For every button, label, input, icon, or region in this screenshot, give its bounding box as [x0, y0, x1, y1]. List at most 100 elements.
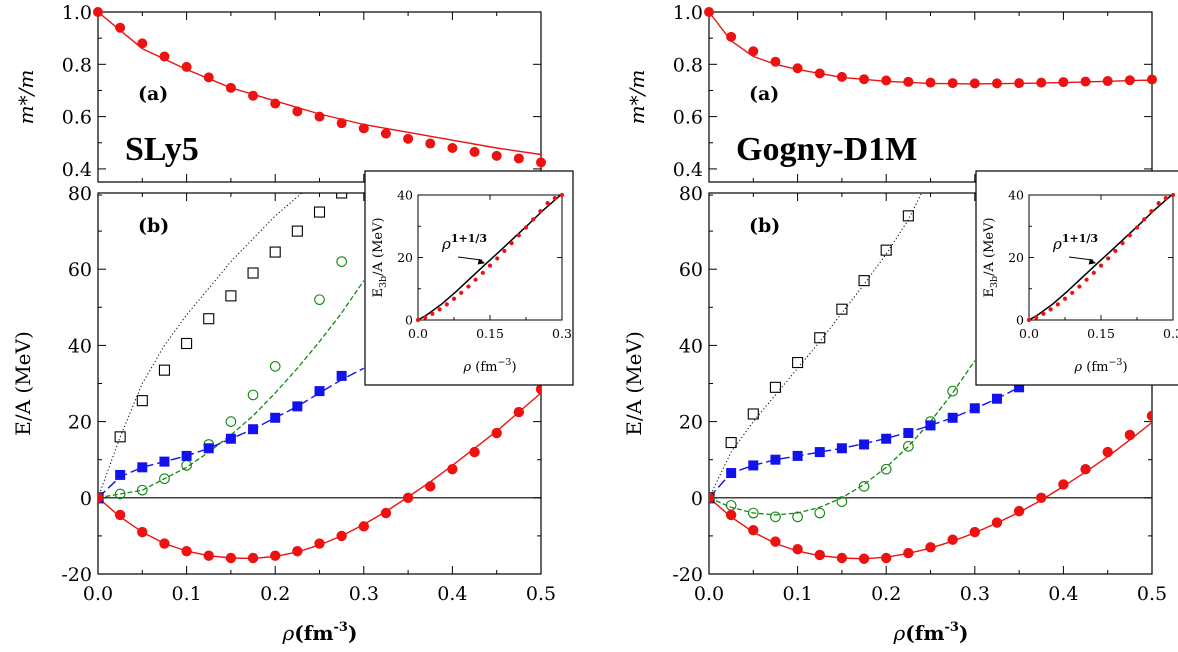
filled-circle-point: [903, 547, 914, 559]
filled-circle-point: [725, 509, 737, 521]
inset-ylabel: E3b/A (MeV): [371, 217, 389, 297]
top-point: [93, 7, 103, 17]
top-point: [491, 150, 502, 161]
top-point: [536, 157, 546, 168]
model-name-label: Gogny-D1M: [736, 131, 917, 168]
bottom-ylabel: E/A (MeV): [11, 331, 35, 436]
open-square-point: [336, 193, 348, 199]
inset-arrow-line: [1068, 256, 1094, 261]
figure-1: 0.4 0.6 0.8 1.0 m*/m (a) SLy5 -20 0 20 40 60 80 0.0 0.…: [11, 2, 574, 645]
filled-circle-point: [402, 492, 414, 503]
open-circle-point: [725, 500, 737, 511]
open-circle-point: [136, 484, 148, 496]
top-ytick-label: 0.6: [673, 107, 703, 129]
filled-square-point: [881, 433, 892, 444]
top-ytick-label: 0.4: [62, 159, 92, 181]
inset-red-point: [1113, 248, 1118, 254]
filled-square-point: [1014, 382, 1025, 393]
filled-square-point: [991, 393, 1002, 404]
filled-circle-point: [858, 553, 870, 564]
top-point: [513, 153, 524, 164]
open-square-point: [291, 225, 303, 237]
bottom-xtick-label: 0.4: [437, 583, 467, 605]
top-ytick-label: 1.0: [62, 2, 92, 24]
filled-circle-point: [1058, 479, 1069, 490]
bottom-xtick-label: 0.0: [83, 583, 113, 605]
filled-circle-point: [491, 427, 502, 439]
top-point: [203, 72, 214, 83]
bottom-ytick-label: -20: [672, 564, 703, 586]
open-square-point: [247, 267, 259, 279]
filled-circle-point: [469, 446, 480, 458]
top-ytick-label: 0.8: [62, 54, 92, 76]
inset-red-point: [430, 311, 435, 316]
xlabel-close: ): [348, 621, 357, 645]
inset-xlabel-rho: ρ: [462, 360, 471, 375]
top-point: [859, 74, 870, 85]
inset-annotation-exp: 1+1/3: [1062, 232, 1098, 245]
filled-circle-point: [159, 538, 170, 549]
top-point: [159, 51, 170, 62]
open-circle-point: [836, 496, 848, 507]
open-square-point: [269, 246, 281, 258]
inset-red-point: [1048, 307, 1053, 312]
top-point: [380, 128, 391, 139]
filled-circle-point: [792, 544, 803, 555]
open-circle-point: [947, 385, 959, 397]
inset-red-point: [1077, 284, 1082, 289]
xlabel-close: ): [959, 621, 968, 645]
model-name-label: SLy5: [125, 131, 199, 168]
inset-red-point: [509, 241, 514, 246]
filled-circle-point: [748, 524, 759, 536]
inset-ylabel-e: E: [982, 288, 997, 298]
top-ylabel: m*/m: [625, 70, 649, 125]
inset-red-point: [466, 284, 471, 289]
filled-circle-point: [270, 550, 281, 561]
inset-red-point: [451, 296, 457, 301]
inset-red-point: [1142, 217, 1147, 222]
bottom-xtick-label: 0.5: [526, 583, 556, 605]
open-square-point: [747, 408, 759, 420]
top-ytick-label: 0.6: [62, 107, 92, 129]
bottom-xtick-label: 0.1: [782, 583, 812, 605]
open-circle-point: [858, 481, 870, 492]
filled-circle-point: [425, 481, 436, 492]
open-square-point: [158, 364, 170, 376]
filled-square-point: [903, 428, 914, 439]
filled-square-point: [770, 454, 781, 465]
filled-circle-point: [1102, 446, 1113, 458]
top-point: [704, 7, 714, 17]
bottom-panel-label: (b): [138, 215, 169, 237]
filled-square-point: [748, 460, 759, 471]
open-circle-point: [225, 416, 237, 427]
top-point: [447, 143, 458, 153]
inset-red-point: [552, 196, 557, 201]
top-point: [903, 76, 914, 87]
filled-square-point: [336, 370, 347, 381]
top-point: [137, 38, 148, 49]
open-square-point: [814, 332, 826, 344]
inset-ytick-label: 0: [405, 313, 413, 328]
bottom-panel-label: (b): [749, 215, 780, 237]
filled-square-point: [248, 424, 259, 435]
filled-circle-point: [1124, 429, 1136, 441]
filled-circle-point: [447, 464, 458, 475]
inset-xlabel-exp: −3: [1108, 357, 1122, 368]
open-circle-point: [747, 507, 759, 519]
inset-ytick-label: 40: [397, 188, 413, 203]
open-square-point: [902, 210, 914, 222]
filled-circle-point: [314, 538, 325, 549]
inset-red-point: [423, 315, 428, 320]
bottom-ytick-label: 40: [68, 335, 92, 357]
open-circle-point: [114, 488, 126, 500]
inset-arrow-head: [477, 258, 486, 265]
open-square-point: [792, 356, 804, 369]
open-square-point: [114, 431, 126, 443]
inset-ylabel-rest: /A (MeV): [982, 217, 997, 275]
inset-red-point: [523, 225, 529, 230]
filled-square-point: [792, 450, 803, 461]
inset-red-point: [1034, 315, 1039, 320]
inset-xlabel: ρ (fm−3): [1073, 357, 1127, 375]
inset-red-point: [559, 192, 565, 198]
